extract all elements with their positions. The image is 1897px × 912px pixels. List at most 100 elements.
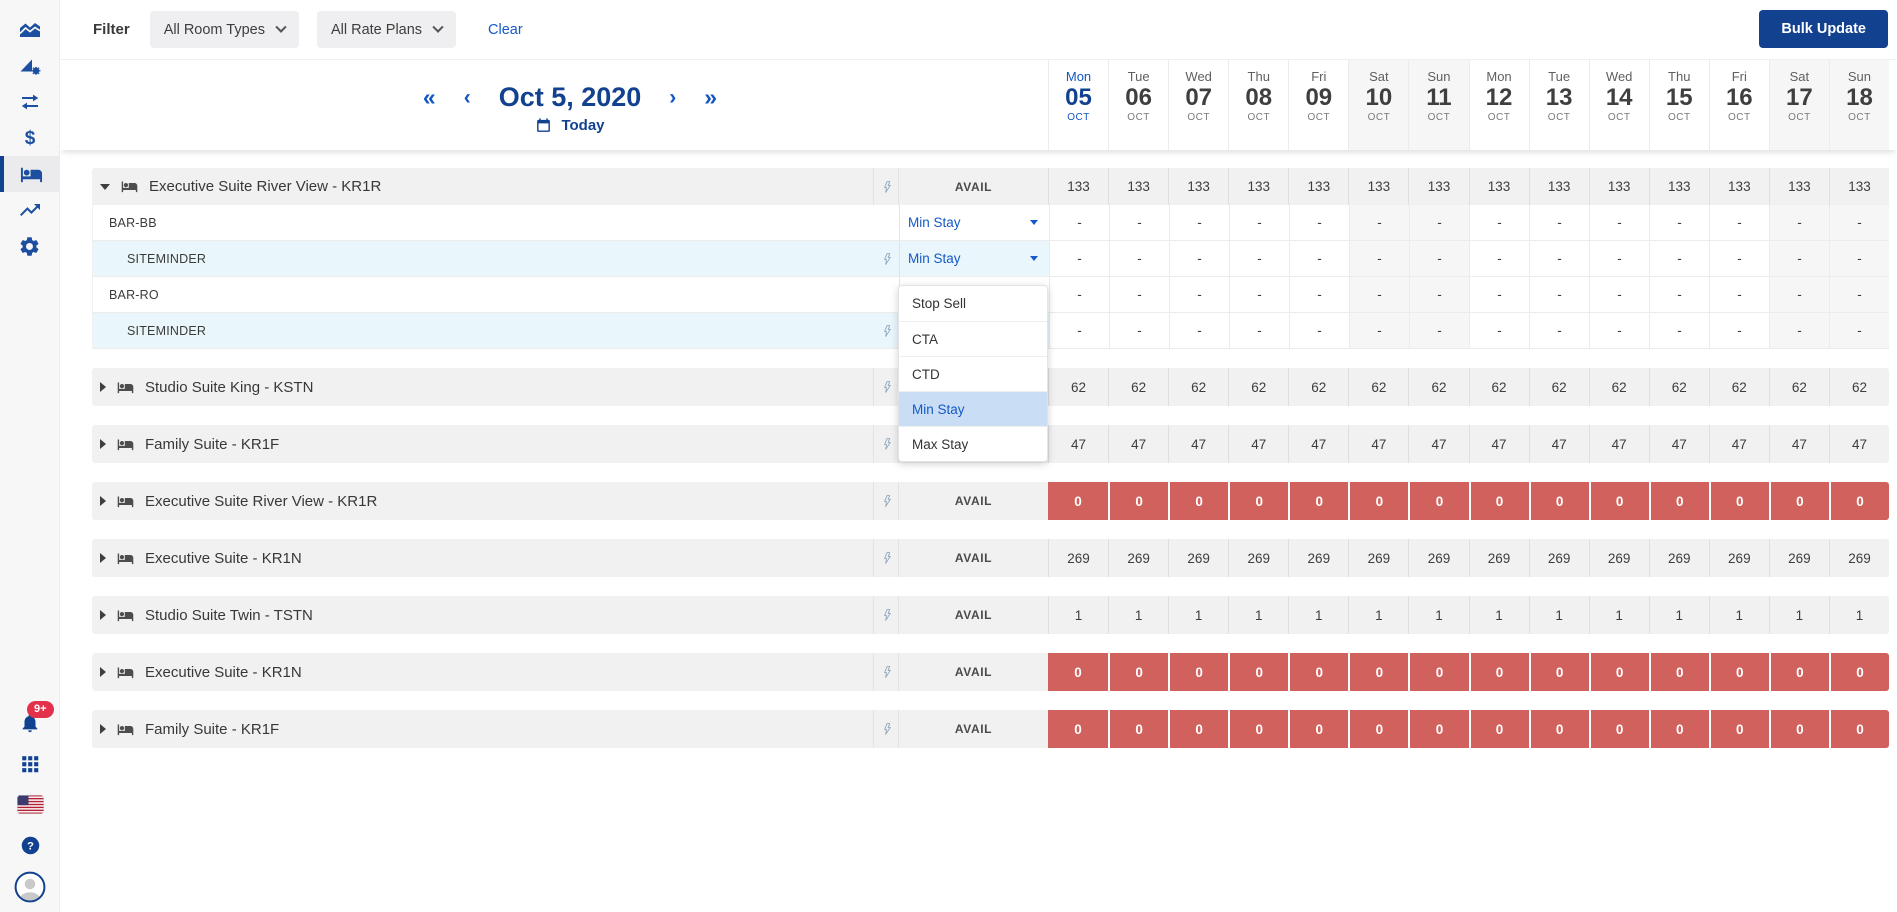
room-group-name-cell[interactable]: Studio Suite Twin - TSTN	[92, 596, 873, 634]
restriction-value-cell[interactable]: -	[1109, 277, 1169, 312]
restriction-value-cell[interactable]: -	[1529, 205, 1589, 240]
avail-value-cell[interactable]: 0	[1228, 710, 1289, 748]
room-group-name-cell[interactable]: Executive Suite - KR1N	[92, 653, 873, 691]
avail-value-cell[interactable]: 0	[1588, 710, 1649, 748]
restriction-value-cell[interactable]: -	[1589, 241, 1649, 276]
avail-value-cell[interactable]: 62	[1288, 368, 1349, 406]
room-group-name-cell[interactable]: Executive Suite - KR1N	[92, 539, 873, 577]
avail-value-cell[interactable]: 47	[1048, 425, 1109, 463]
date-column-header[interactable]: Thu 15 OCT	[1648, 60, 1709, 150]
date-column-header[interactable]: Tue 13 OCT	[1528, 60, 1589, 150]
restriction-value-cell[interactable]: -	[1589, 313, 1649, 348]
avail-value-cell[interactable]: 0	[1708, 710, 1769, 748]
avail-value-cell[interactable]: 0	[1048, 710, 1109, 748]
avail-value-cell[interactable]: 1	[1048, 596, 1109, 634]
restriction-value-cell[interactable]: -	[1289, 205, 1349, 240]
avail-value-cell[interactable]: 0	[1648, 482, 1709, 520]
avail-value-cell[interactable]: 62	[1708, 368, 1769, 406]
restriction-value-cell[interactable]: -	[1289, 241, 1349, 276]
avail-value-cell[interactable]: 269	[1108, 539, 1169, 577]
restriction-value-cell[interactable]: -	[1349, 313, 1409, 348]
date-column-header[interactable]: Fri 09 OCT	[1288, 60, 1348, 150]
avail-value-cell[interactable]: 47	[1408, 425, 1469, 463]
expand-caret-icon[interactable]	[100, 667, 106, 677]
restriction-value-cell[interactable]: -	[1349, 277, 1409, 312]
avail-value-cell[interactable]: 133	[1408, 168, 1469, 205]
date-column-header[interactable]: Fri 16 OCT	[1708, 60, 1769, 150]
avail-value-cell[interactable]: 0	[1288, 653, 1349, 691]
avail-value-cell[interactable]: 62	[1588, 368, 1649, 406]
avail-value-cell[interactable]: 133	[1168, 168, 1229, 205]
restriction-value-cell[interactable]: -	[1049, 313, 1109, 348]
restriction-value-cell[interactable]: -	[1229, 277, 1289, 312]
notifications-button[interactable]: 9+	[0, 701, 60, 742]
avail-value-cell[interactable]: 0	[1288, 710, 1349, 748]
expand-caret-icon[interactable]	[100, 724, 106, 734]
date-column-header[interactable]: Thu 08 OCT	[1228, 60, 1288, 150]
restriction-value-cell[interactable]: -	[1109, 241, 1169, 276]
avail-value-cell[interactable]: 0	[1828, 653, 1889, 691]
dropdown-option[interactable]: CTA	[899, 321, 1047, 356]
avail-value-cell[interactable]: 0	[1288, 482, 1349, 520]
avail-value-cell[interactable]: 269	[1348, 539, 1409, 577]
avail-value-cell[interactable]: 47	[1468, 425, 1529, 463]
avail-value-cell[interactable]: 62	[1348, 368, 1409, 406]
avail-value-cell[interactable]: 269	[1228, 539, 1289, 577]
today-button[interactable]: Today	[535, 117, 605, 134]
flash-icon[interactable]	[880, 379, 893, 395]
avail-value-cell[interactable]: 0	[1048, 482, 1109, 520]
avail-value-cell[interactable]: 62	[1048, 368, 1109, 406]
avail-value-cell[interactable]: 47	[1708, 425, 1769, 463]
avail-value-cell[interactable]: 269	[1828, 539, 1889, 577]
avail-value-cell[interactable]: 0	[1648, 710, 1709, 748]
sidebar-item-area-chart[interactable]	[0, 12, 59, 48]
room-group-row-expanded[interactable]: Executive Suite River View - KR1R AVAIL 13…	[92, 168, 1889, 205]
restriction-value-cell[interactable]: -	[1829, 205, 1889, 240]
avail-value-cell[interactable]: 133	[1108, 168, 1169, 205]
avail-value-cell[interactable]: 269	[1768, 539, 1829, 577]
room-group-name-cell[interactable]: Family Suite - KR1F	[92, 425, 873, 463]
restriction-value-cell[interactable]: -	[1529, 277, 1589, 312]
restriction-value-cell[interactable]: -	[1109, 205, 1169, 240]
room-group-row-collapsed[interactable]: Studio Suite Twin - TSTN AVAIL 1 1 1 1 1 1 1 1 1 1 1…	[92, 596, 1889, 634]
sidebar-item-trending-up[interactable]	[0, 192, 59, 228]
flash-icon[interactable]	[880, 607, 893, 623]
bulk-update-button[interactable]: Bulk Update	[1759, 10, 1888, 48]
avail-value-cell[interactable]: 47	[1288, 425, 1349, 463]
avail-value-cell[interactable]: 0	[1528, 710, 1589, 748]
date-column-header[interactable]: Tue 06 OCT	[1108, 60, 1168, 150]
room-group-name-cell[interactable]: Studio Suite King - KSTN	[92, 368, 873, 406]
restriction-value-cell[interactable]: -	[1409, 205, 1469, 240]
restriction-value-cell[interactable]: -	[1709, 313, 1769, 348]
restriction-value-cell[interactable]: -	[1649, 241, 1709, 276]
avail-value-cell[interactable]: 133	[1768, 168, 1829, 205]
restriction-value-cell[interactable]: -	[1349, 241, 1409, 276]
avail-value-cell[interactable]: 0	[1588, 653, 1649, 691]
avail-value-cell[interactable]: 0	[1408, 710, 1469, 748]
sidebar-item-ramp-gear[interactable]	[0, 48, 59, 84]
avail-value-cell[interactable]: 0	[1228, 482, 1289, 520]
restriction-value-cell[interactable]: -	[1229, 313, 1289, 348]
avail-value-cell[interactable]: 62	[1408, 368, 1469, 406]
avail-value-cell[interactable]: 0	[1648, 653, 1709, 691]
date-column-header[interactable]: Sun 18 OCT	[1828, 60, 1889, 150]
avail-value-cell[interactable]: 0	[1828, 482, 1889, 520]
avail-value-cell[interactable]: 133	[1528, 168, 1589, 205]
current-date[interactable]: Oct 5, 2020	[498, 82, 642, 112]
restriction-value-cell[interactable]: -	[1709, 277, 1769, 312]
avail-value-cell[interactable]: 0	[1768, 482, 1829, 520]
avail-value-cell[interactable]: 0	[1828, 710, 1889, 748]
room-group-row-collapsed[interactable]: Executive Suite - KR1N AVAIL 0 0 0 0 0 0 0 0 0 0 0 0 0…	[92, 653, 1889, 691]
avail-value-cell[interactable]: 1	[1828, 596, 1889, 634]
restriction-value-cell[interactable]: -	[1769, 205, 1829, 240]
avail-value-cell[interactable]: 133	[1048, 168, 1109, 205]
sidebar-item-settings-gear[interactable]	[0, 228, 59, 264]
room-group-row-collapsed[interactable]: Family Suite - KR1F AVAIL 0 0 0 0 0 0 0 0 0 0 0 0 0 0	[92, 710, 1889, 748]
restriction-value-cell[interactable]: -	[1229, 205, 1289, 240]
selector-dropdown[interactable]: Min Stay	[899, 205, 1049, 240]
avail-value-cell[interactable]: 133	[1648, 168, 1709, 205]
avail-value-cell[interactable]: 269	[1468, 539, 1529, 577]
restriction-value-cell[interactable]: -	[1049, 205, 1109, 240]
flash-icon[interactable]	[880, 721, 893, 737]
avail-value-cell[interactable]: 62	[1528, 368, 1589, 406]
